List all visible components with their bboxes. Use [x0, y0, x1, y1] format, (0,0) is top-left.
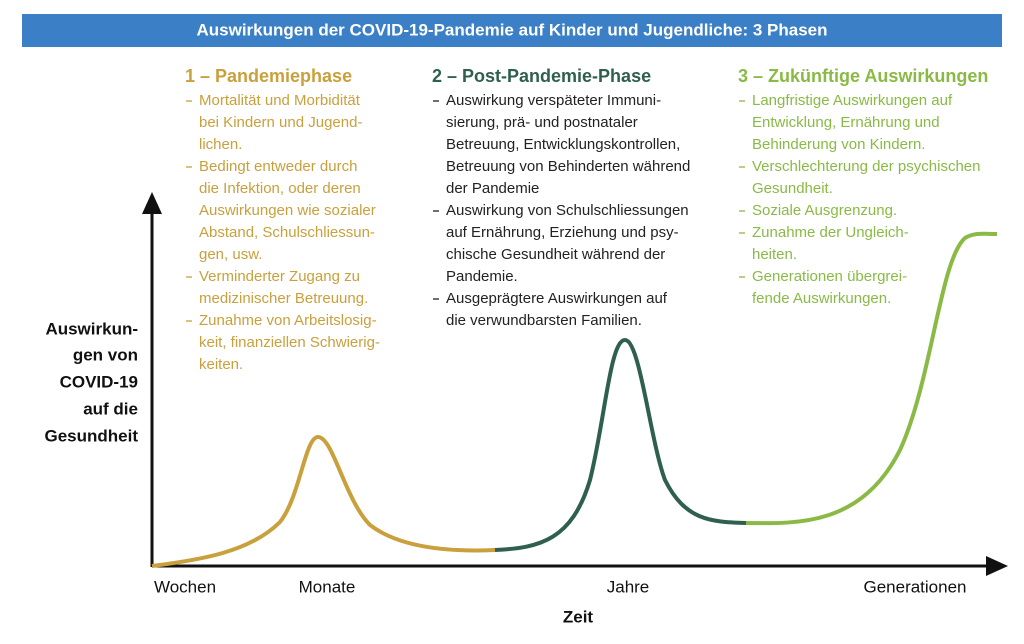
bullet-text: chische Gesundheit während der	[446, 246, 665, 263]
y-axis-label: COVID-19	[60, 372, 138, 391]
bullet-text: Behinderung von Kindern.	[752, 136, 925, 153]
bullet-text: Verminderter Zugang zu	[199, 268, 360, 285]
bullet-text: Pandemie.	[446, 268, 518, 285]
bullet-text: Auswirkungen wie sozialer	[199, 202, 376, 219]
curve-phase-1	[151, 434, 496, 568]
x-axis-label: Jahre	[607, 577, 650, 596]
curve-phase-3	[745, 231, 998, 526]
bullet-text: Zunahme der Ungleich-	[752, 224, 909, 241]
bullet-text: Bedingt entweder durch	[199, 158, 357, 175]
bullet-text: lichen.	[199, 136, 242, 153]
bullet-text: heiten.	[752, 246, 797, 263]
x-axis-label: Generationen	[863, 577, 966, 596]
bullet-text: sierung, prä- und postnataler	[446, 114, 638, 131]
bullet-text: die Infektion, oder deren	[199, 180, 361, 197]
curve-phase-2	[494, 337, 747, 552]
bullet-text: Mortalität und Morbidität	[199, 92, 361, 109]
bullet-text: Betreuung, Entwicklungskontrollen,	[446, 136, 680, 153]
bullet-text: gen, usw.	[199, 246, 262, 263]
x-axis-label: Monate	[299, 577, 356, 596]
bullet-text: Ausgeprägtere Auswirkungen auf	[446, 290, 668, 307]
y-axis-label: Auswirkun-	[45, 319, 138, 338]
bullet-text: bei Kindern und Jugend-	[199, 114, 362, 131]
bullet-text: medizinischer Betreuung.	[199, 290, 368, 307]
y-axis-label: auf die	[83, 399, 138, 418]
text-layer: Auswirkun-gen von COVID-19 auf die Gesundhe…	[44, 66, 988, 627]
bullet-text: der Pandemie	[446, 180, 539, 197]
y-axis-label: gen von	[73, 345, 138, 364]
bullet-text: Auswirkung verspäteter Immuni-	[446, 92, 661, 109]
x-arrow	[986, 556, 1008, 576]
bullet-text: Auswirkung von Schulschliessungen	[446, 202, 689, 219]
bullet-text: keit, finanziellen Schwierig-	[199, 334, 380, 351]
bullet-text: keiten.	[199, 356, 243, 373]
title: Auswirkungen der COVID-19-Pandemie auf K…	[196, 20, 827, 39]
bullet-text: fende Auswirkungen.	[752, 290, 891, 307]
bullet-text: die verwundbarsten Familien.	[446, 312, 642, 329]
phase-heading: 3 – Zukünftige Auswirkungen	[738, 66, 988, 86]
x-axis-title: Zeit	[563, 607, 594, 626]
bullet-text: auf Ernährung, Erziehung und psy-	[446, 224, 679, 241]
phase-heading: 2 – Post-Pandemie-Phase	[432, 66, 651, 86]
bullet-text: Entwicklung, Ernährung und	[752, 114, 940, 131]
bullet-text: Verschlechterung der psychischen	[752, 158, 980, 175]
bullet-text: Betreuung von Behinderten während	[446, 158, 690, 175]
bullet-text: Gesundheit.	[752, 180, 833, 197]
bullet-text: Zunahme von Arbeitslosig-	[199, 312, 377, 329]
bullet-text: Langfristige Auswirkungen auf	[752, 92, 953, 109]
y-arrow	[142, 192, 162, 214]
bullet-text: Abstand, Schulschliessun-	[199, 224, 375, 241]
y-axis-label: Gesundheit	[44, 426, 138, 445]
title-bar	[22, 14, 1002, 47]
phase-heading: 1 – Pandemiephase	[185, 66, 352, 86]
bullet-text: Generationen übergrei-	[752, 268, 907, 285]
x-axis-label: Wochen	[154, 577, 216, 596]
bullet-text: Soziale Ausgrenzung.	[752, 202, 897, 219]
